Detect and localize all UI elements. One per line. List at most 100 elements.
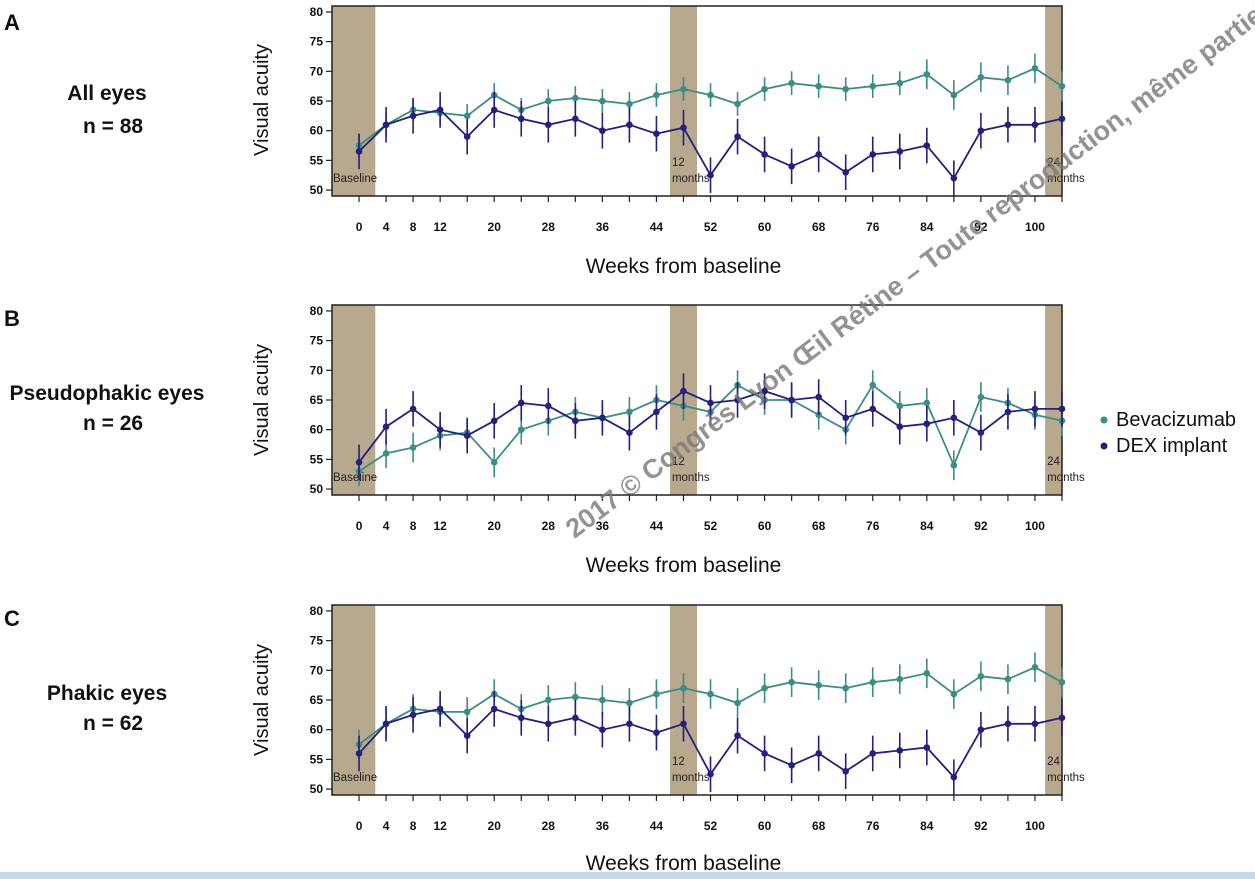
data-point xyxy=(436,705,444,713)
data-point xyxy=(761,387,768,395)
data-point xyxy=(896,402,904,410)
data-point xyxy=(977,726,985,733)
x-tick-label: 44 xyxy=(650,519,664,533)
data-point xyxy=(761,85,768,93)
data-point xyxy=(599,97,606,105)
data-point xyxy=(517,426,525,433)
data-point xyxy=(517,115,525,123)
data-point xyxy=(707,690,714,698)
y-tick-label: 50 xyxy=(310,183,324,197)
data-point xyxy=(842,414,850,422)
data-point xyxy=(382,423,390,431)
data-point xyxy=(1004,675,1012,683)
data-point xyxy=(950,773,958,781)
data-point xyxy=(896,747,904,754)
data-point xyxy=(1004,408,1012,416)
data-point xyxy=(409,711,417,719)
data-point xyxy=(544,402,552,410)
chart-panel-a: A All eyes n = 88 Visual acuity Baseline 12 mo… xyxy=(4,5,1085,278)
data-point xyxy=(734,133,741,140)
data-point xyxy=(950,462,958,469)
group-label: All eyes xyxy=(67,82,146,105)
data-point xyxy=(1058,82,1066,90)
time-band xyxy=(332,6,376,196)
data-point xyxy=(896,675,904,683)
band-label: 24 xyxy=(1047,157,1060,169)
y-tick-label: 75 xyxy=(310,334,324,348)
time-band xyxy=(1045,6,1062,196)
time-band xyxy=(332,305,376,495)
time-band xyxy=(1045,605,1062,795)
data-point xyxy=(355,148,363,155)
band-label: 24 xyxy=(1047,756,1060,768)
y-tick-label: 70 xyxy=(310,663,324,677)
data-point xyxy=(1031,405,1039,413)
band-label: 12 xyxy=(672,157,685,169)
data-point xyxy=(680,720,687,728)
bottom-bar xyxy=(0,872,1255,879)
data-point xyxy=(409,405,417,413)
x-tick-label: 52 xyxy=(704,220,718,234)
legend-label: DEX implant xyxy=(1116,435,1228,457)
x-axis-label: Weeks from baseline xyxy=(586,852,782,875)
x-tick-label: 8 xyxy=(410,519,417,533)
y-tick-label: 65 xyxy=(310,393,324,407)
data-point xyxy=(761,750,768,757)
data-point xyxy=(815,151,822,158)
y-tick-label: 60 xyxy=(310,723,324,737)
y-tick-label: 60 xyxy=(310,124,324,138)
y-tick-label: 55 xyxy=(310,153,324,167)
data-point xyxy=(572,714,579,722)
band-label: months xyxy=(672,472,710,484)
x-tick-label: 68 xyxy=(812,519,826,533)
legend-label: Bevacizumab xyxy=(1116,409,1236,431)
x-tick-label: 84 xyxy=(920,819,934,833)
x-tick-label: 8 xyxy=(410,220,417,234)
data-point xyxy=(490,459,498,466)
band-label: months xyxy=(1047,772,1085,784)
data-point xyxy=(680,124,687,132)
x-tick-label: 20 xyxy=(488,220,502,234)
data-point xyxy=(869,381,877,389)
data-point xyxy=(680,85,687,93)
x-tick-label: 68 xyxy=(812,819,826,833)
data-point xyxy=(1058,405,1066,413)
y-tick-label: 60 xyxy=(310,423,324,437)
y-axis-label: Visual acuity xyxy=(251,44,273,156)
data-point xyxy=(463,732,471,739)
data-point xyxy=(707,171,714,179)
x-tick-label: 60 xyxy=(758,819,772,833)
x-tick-label: 84 xyxy=(920,519,934,533)
x-axis-label: Weeks from baseline xyxy=(586,255,782,278)
data-point xyxy=(869,750,877,757)
data-point xyxy=(977,127,985,134)
data-point xyxy=(977,672,985,680)
x-tick-label: 0 xyxy=(356,819,363,833)
data-point xyxy=(923,669,931,677)
panel-letter: A xyxy=(4,10,20,35)
series-bevacizumab xyxy=(355,652,1066,760)
x-tick-label: 12 xyxy=(433,819,447,833)
data-point xyxy=(950,414,958,422)
data-point xyxy=(463,432,471,439)
time-band xyxy=(332,605,376,795)
data-point xyxy=(572,94,579,102)
x-tick-label: 84 xyxy=(920,220,934,234)
series-dex-implant xyxy=(355,92,1066,196)
group-label: Pseudophakic eyes xyxy=(10,382,205,405)
data-point xyxy=(923,744,931,751)
x-tick-label: 28 xyxy=(542,819,556,833)
data-point xyxy=(572,115,579,123)
x-tick-label: 92 xyxy=(974,819,988,833)
x-tick-label: 52 xyxy=(704,519,718,533)
legend: Bevacizumab DEX implant xyxy=(1100,409,1236,457)
y-tick-label: 55 xyxy=(310,452,324,466)
data-point xyxy=(626,699,633,707)
data-point xyxy=(1004,121,1012,129)
x-tick-label: 0 xyxy=(356,220,363,234)
data-point xyxy=(788,79,795,87)
data-point xyxy=(599,696,606,704)
y-tick-label: 75 xyxy=(310,35,324,49)
data-point xyxy=(788,396,795,404)
y-tick-label: 50 xyxy=(310,482,324,496)
